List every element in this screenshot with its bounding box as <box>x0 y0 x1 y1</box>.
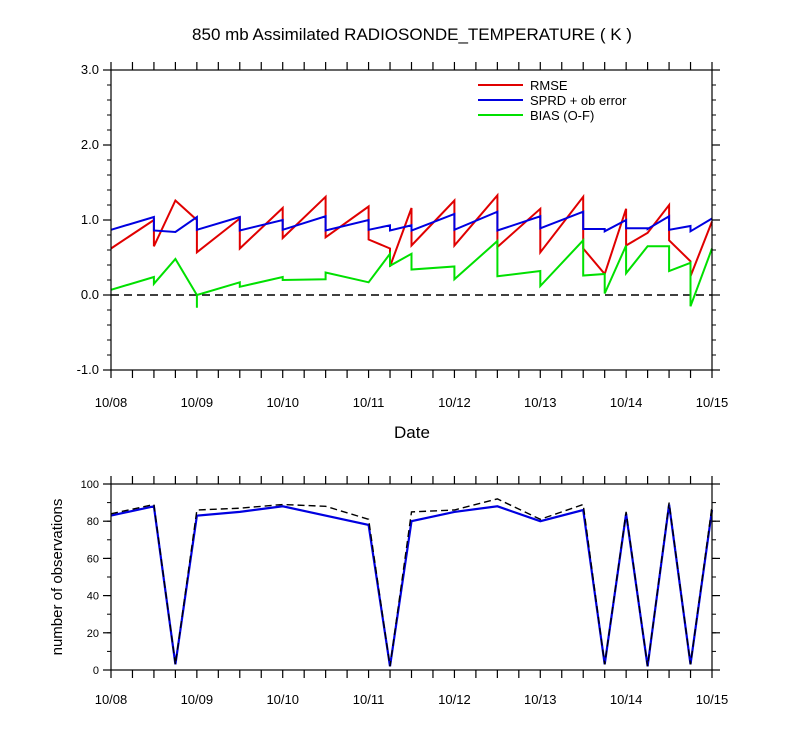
y-tick-label: 0 <box>93 665 99 677</box>
x-tick-label: 10/12 <box>438 395 471 410</box>
x-tick-label: 10/15 <box>696 692 729 707</box>
x-tick-label: 10/13 <box>524 692 557 707</box>
x-tick-label: 10/10 <box>266 395 299 410</box>
y-tick-label: 0.0 <box>81 287 99 302</box>
y-tick-label: 2.0 <box>81 137 99 152</box>
y-tick-label: 20 <box>87 628 99 640</box>
x-tick-label: 10/14 <box>610 692 643 707</box>
series-line-rmse <box>110 192 713 277</box>
y-tick-label: 60 <box>87 553 99 565</box>
chart-title: 850 mb Assimilated RADIOSONDE_TEMPERATUR… <box>192 25 632 44</box>
x-axis-label: Date <box>394 423 430 442</box>
x-tick-label: 10/11 <box>353 395 385 410</box>
legend-label-1: SPRD + ob error <box>530 93 627 108</box>
y-tick-label: 40 <box>87 591 99 603</box>
y-tick-label: 3.0 <box>81 62 99 77</box>
series-line-bias-o-f <box>110 237 713 308</box>
legend-label-0: RMSE <box>530 78 568 93</box>
top-panel: 10/08 10/09 10/10 10/11 10/12 10/13 10/14 10/15… <box>77 62 729 410</box>
x-tick-label: 10/09 <box>181 692 214 707</box>
y-tick-label: 80 <box>87 516 99 528</box>
x-tick-label: 10/10 <box>266 692 299 707</box>
x-tick-label: 10/13 <box>524 395 557 410</box>
series-line-possible <box>110 498 713 667</box>
x-tick-label: 10/09 <box>181 395 214 410</box>
x-tick-label: 10/15 <box>696 395 729 410</box>
y-tick-label: -1.0 <box>77 362 99 377</box>
x-tick-label: 10/12 <box>438 692 471 707</box>
y-axis-label-bottom: number of observations <box>49 499 66 656</box>
y-tick-label: 1.0 <box>81 212 99 227</box>
series-line-assimilated <box>110 504 714 667</box>
series-line-sprd-ob-error <box>110 210 713 234</box>
x-tick-label: 10/14 <box>610 395 643 410</box>
legend-label-2: BIAS (O-F) <box>530 108 594 123</box>
bottom-panel: 10/08 10/09 10/10 10/11 10/12 10/13 10/14 10/15… <box>81 476 729 707</box>
y-tick-label: 100 <box>81 479 99 491</box>
x-tick-label: 10/11 <box>353 692 385 707</box>
x-tick-label: 10/08 <box>95 692 128 707</box>
x-tick-label: 10/08 <box>95 395 128 410</box>
